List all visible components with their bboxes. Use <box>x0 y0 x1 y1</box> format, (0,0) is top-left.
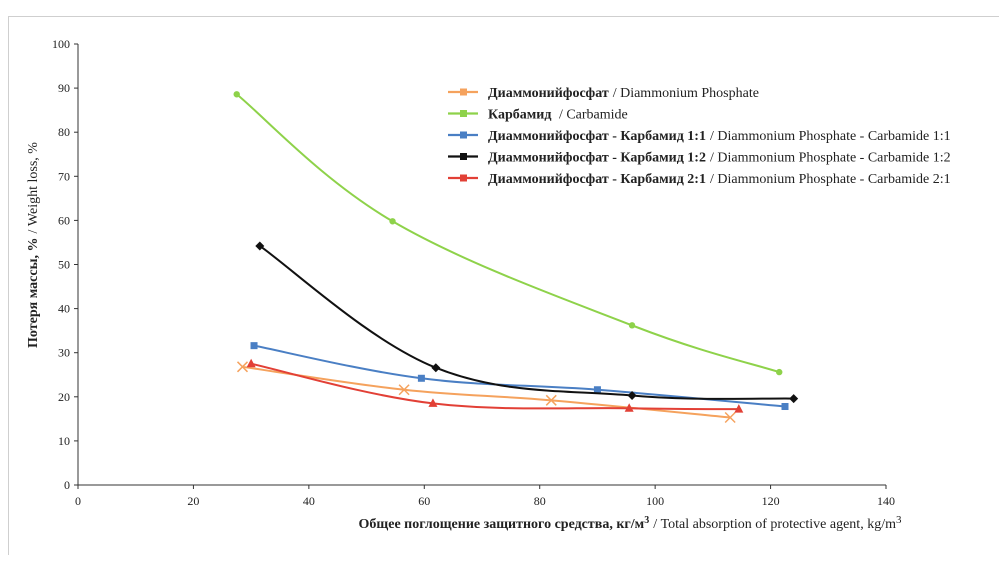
x-tick-label: 120 <box>762 494 780 508</box>
y-tick-label: 10 <box>58 434 70 448</box>
y-tick-label: 30 <box>58 346 70 360</box>
legend-swatch-marker <box>460 131 467 139</box>
series-2 <box>233 91 783 376</box>
legend-label: Диаммонийфосфат - Карбамид 1:2 / Diammoni… <box>488 151 951 166</box>
data-point <box>593 386 601 394</box>
series-layer <box>233 91 799 424</box>
legend-label-en: / Diammonium Phosphate <box>613 86 759 101</box>
data-point <box>250 342 258 350</box>
y-axis-title: Потеря массы, %/ Weight loss, % <box>26 142 41 348</box>
y-tick-label: 20 <box>58 390 70 404</box>
x-marker-stroke <box>724 411 736 424</box>
legend-swatch-marker <box>460 88 467 96</box>
data-point <box>398 384 410 396</box>
legend-label: Карбамид / Carbamide <box>488 108 628 123</box>
x-tick-label: 20 <box>187 494 199 508</box>
legend-label-ru: Диаммонийфосфат - Карбамид 1:2 <box>488 151 706 166</box>
x-axis-title: Общее поглощение защитного средства, кг/… <box>359 514 902 532</box>
data-point <box>428 398 438 407</box>
legend-item: Карбамид / Carbamide <box>448 108 628 123</box>
data-point <box>236 361 249 373</box>
data-point <box>233 91 240 98</box>
legend-item: Диаммонийфосфат / Diammonium Phosphate <box>448 86 759 101</box>
data-point <box>776 368 783 376</box>
x-tick-label: 100 <box>646 494 664 508</box>
x-marker-stroke <box>545 394 557 406</box>
legend-swatch-marker <box>460 174 467 182</box>
data-point <box>417 374 425 382</box>
data-point <box>627 390 637 400</box>
data-point <box>545 394 557 406</box>
series-5 <box>246 358 744 413</box>
chart-frame <box>8 16 999 555</box>
series-line <box>242 365 731 419</box>
data-point <box>389 218 396 225</box>
legend-label-en: / Diammonium Phosphate - Carbamide 2:1 <box>710 172 951 187</box>
legend-item: Диаммонийфосфат - Карбамид 2:1 / Diammoni… <box>448 172 951 187</box>
y-tick-label: 90 <box>58 81 70 95</box>
y-tick-label: 40 <box>58 302 70 316</box>
data-point <box>781 403 789 411</box>
data-point <box>734 404 744 413</box>
data-point <box>628 322 636 329</box>
y-tick-label: 60 <box>58 213 70 227</box>
series-4 <box>255 241 799 404</box>
x-marker-stroke <box>398 384 410 396</box>
legend-label-ru: Диаммонийфосфат <box>488 86 609 101</box>
legend-label-ru: Диаммонийфосфат - Карбамид 2:1 <box>488 172 706 187</box>
y-tick-label: 80 <box>58 125 70 139</box>
legend-label-ru: Карбамид <box>488 108 551 123</box>
legend-label-ru: Диаммонийфосфат - Карбамид 1:1 <box>488 129 706 144</box>
series-line <box>236 93 780 374</box>
data-point <box>624 403 634 412</box>
legend-label-en: / Diammonium Phosphate - Carbamide 1:1 <box>710 129 951 144</box>
axes: 0 10 20 30 40 50 60 70 80 90 100 0 20 40 60 80 100 120 140 <box>52 37 895 508</box>
legend-label: Диаммонийфосфат - Карбамид 2:1 / Diammoni… <box>488 172 951 187</box>
legend-item: Диаммонийфосфат - Карбамид 1:2 / Diammoni… <box>448 151 951 166</box>
legend-label: Диаммонийфосфат / Diammonium Phosphate <box>488 86 759 101</box>
y-tick-label: 70 <box>58 169 70 183</box>
x-marker-stroke <box>236 361 249 373</box>
legend-swatch-marker <box>460 153 467 160</box>
x-tick-label: 140 <box>877 494 895 508</box>
x-tick-label: 0 <box>75 494 81 508</box>
data-point <box>246 358 256 368</box>
series-line <box>259 245 794 400</box>
x-tick-label: 40 <box>303 494 315 508</box>
data-point <box>724 411 736 424</box>
y-tick-label: 50 <box>58 258 70 272</box>
legend-label: Диаммонийфосфат - Карбамид 1:1 / Diammoni… <box>488 129 951 144</box>
data-point <box>431 363 441 373</box>
series-line <box>250 362 739 411</box>
y-tick-label: 100 <box>52 37 70 51</box>
data-point <box>255 241 265 251</box>
series-1 <box>236 361 736 424</box>
legend-label-en: / Diammonium Phosphate - Carbamide 1:2 <box>710 151 951 166</box>
legend-swatch-marker <box>460 110 467 117</box>
legend: Диаммонийфосфат / Diammonium Phosphate Кар… <box>448 86 951 187</box>
x-tick-label: 60 <box>418 494 430 508</box>
x-tick-label: 80 <box>534 494 546 508</box>
legend-label-en: / Carbamide <box>555 108 627 123</box>
data-point <box>789 394 799 404</box>
legend-item: Диаммонийфосфат - Карбамид 1:1 / Diammoni… <box>448 129 951 144</box>
y-tick-label: 0 <box>64 478 70 492</box>
